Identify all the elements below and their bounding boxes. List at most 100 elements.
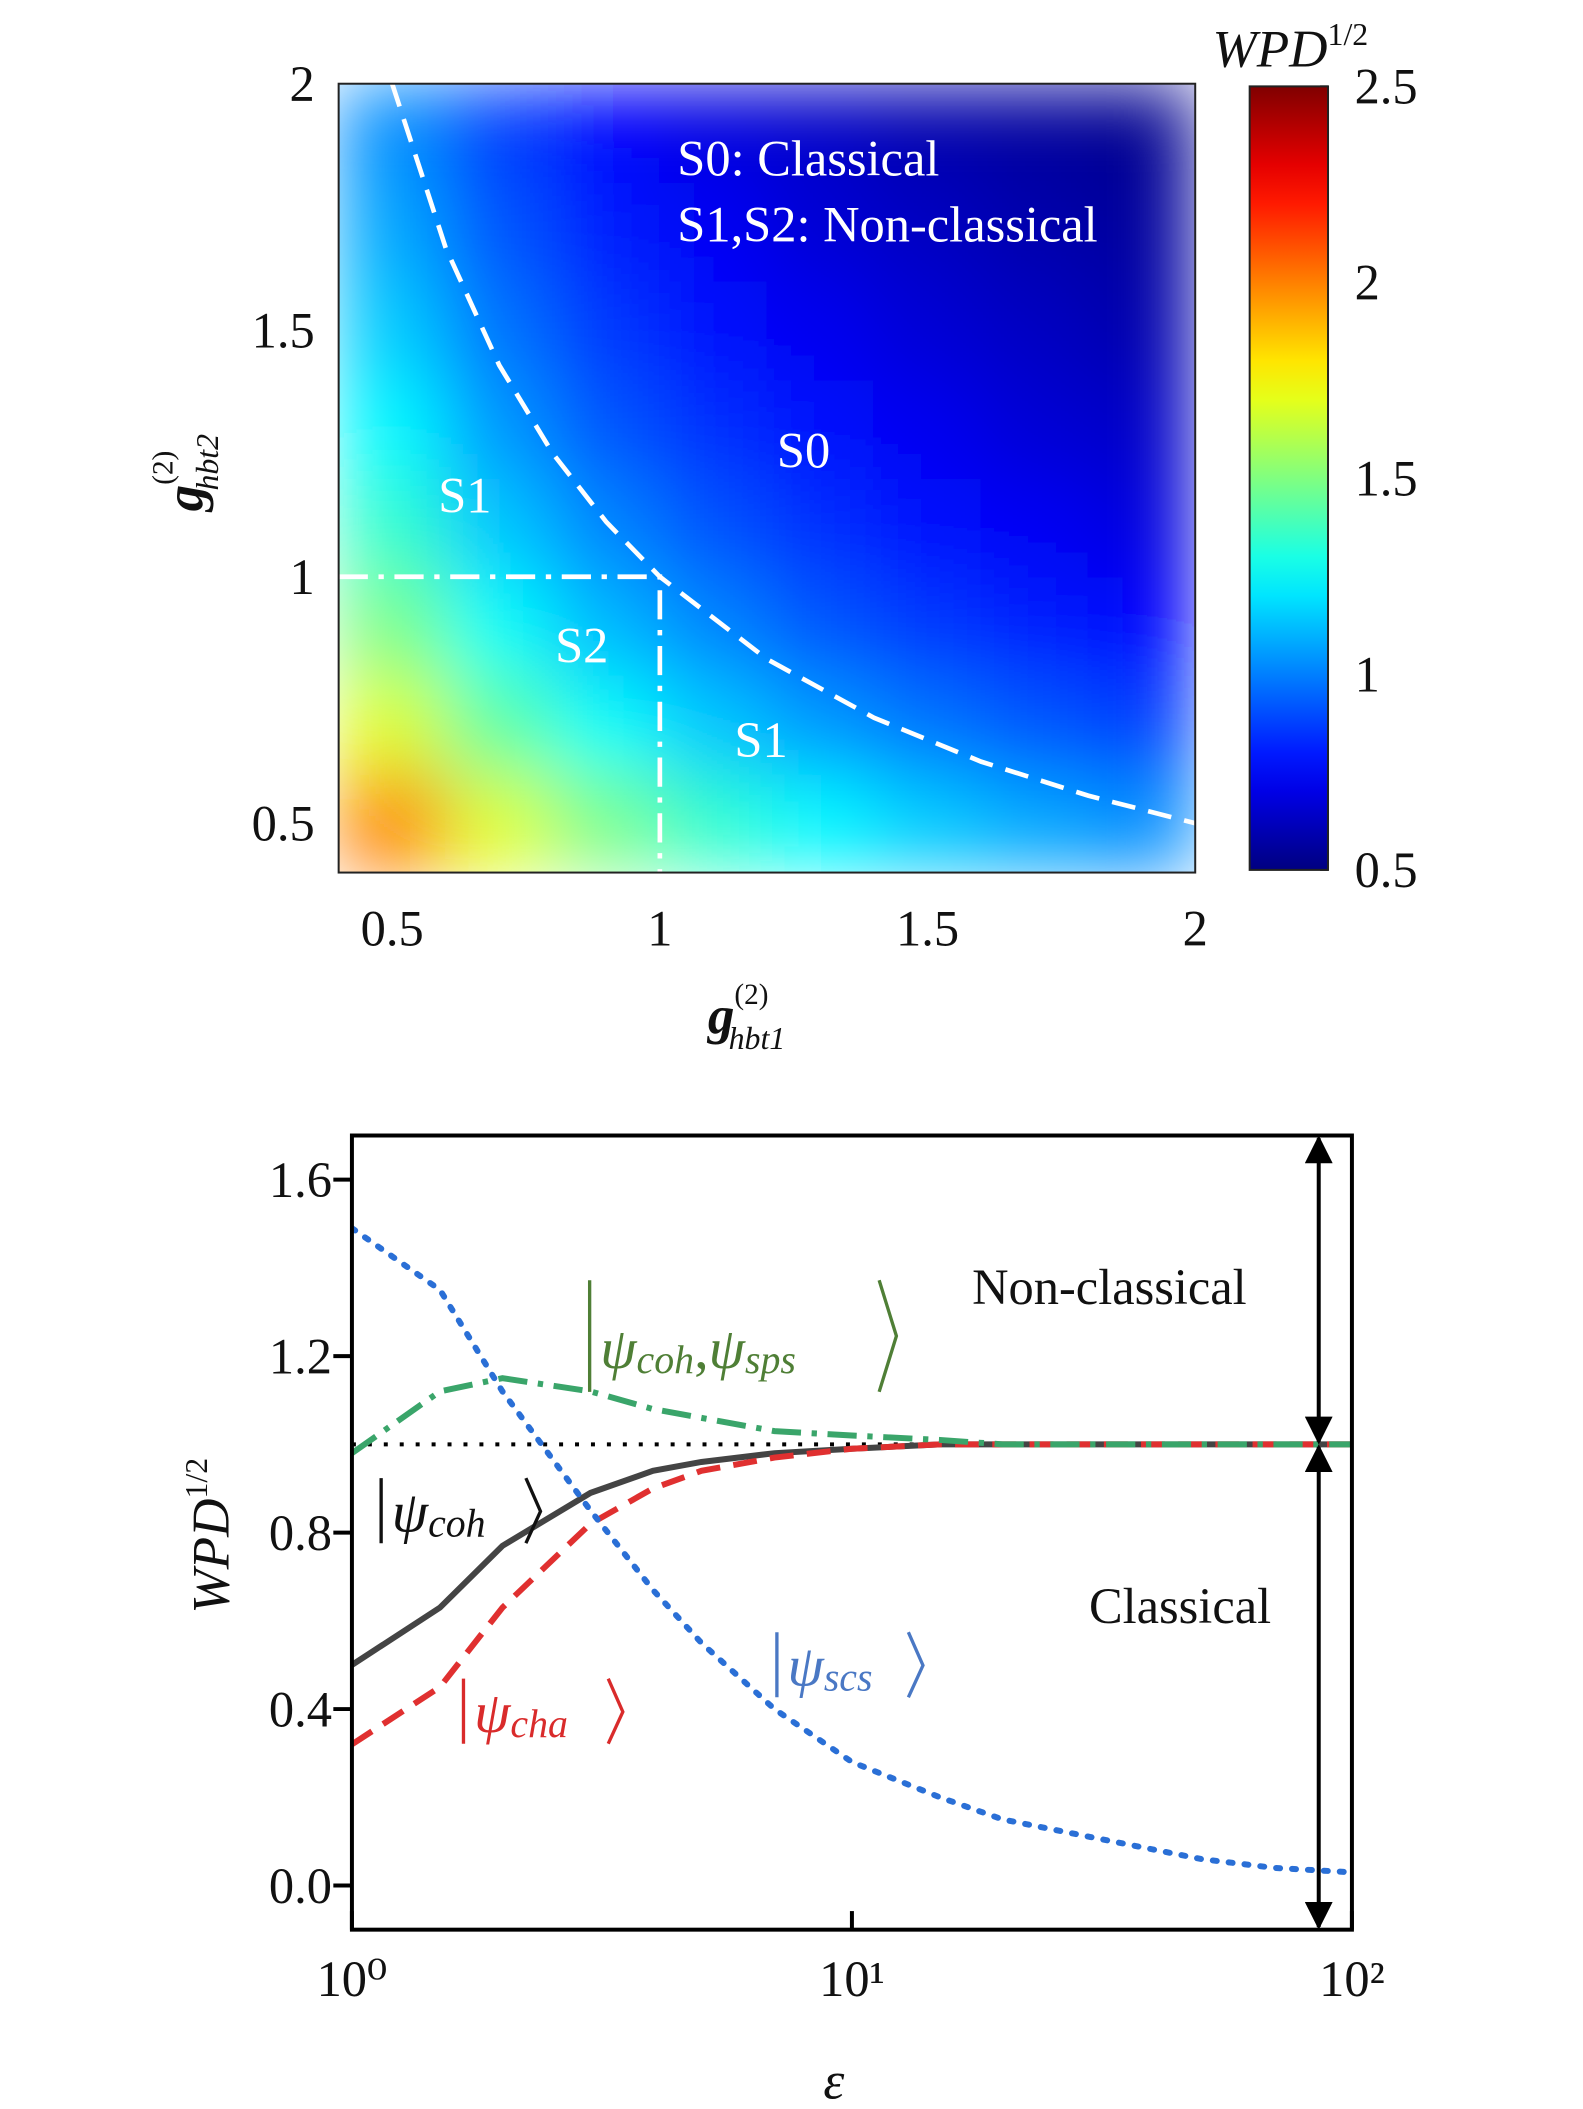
x-axis-label: g(2) hbt1 xyxy=(707,979,785,1056)
heatmap-plot xyxy=(338,83,1196,873)
heatmap-cell xyxy=(552,181,661,282)
boundary-line xyxy=(338,574,663,873)
series-symbol: ψ xyxy=(788,1633,826,1698)
x-tick-label: 10² xyxy=(1319,1951,1385,2007)
x-label-base: g xyxy=(707,987,735,1045)
heatmap-cell xyxy=(338,773,447,873)
heatmap-cell xyxy=(980,674,1089,775)
series-label: ψcha xyxy=(461,1678,625,1746)
heatmap-cell xyxy=(1087,773,1196,873)
heatmap-cell xyxy=(1087,576,1196,677)
svg-text:ψcoh,ψsps: ψcoh,ψsps xyxy=(600,1316,796,1382)
series-subscript: coh xyxy=(637,1337,695,1382)
heatmap-cell xyxy=(873,477,982,578)
heatmap-cell xyxy=(980,773,1089,873)
y-tick-label: 1.6 xyxy=(269,1152,332,1208)
series-subscript: sps xyxy=(745,1337,796,1382)
heatmap-cell xyxy=(766,477,875,578)
heatmap-cell xyxy=(445,576,554,677)
heatmap-cell xyxy=(338,378,447,479)
heatmap-cell xyxy=(766,83,875,183)
heatmap-cells xyxy=(338,83,1196,873)
x-tick-label: 10¹ xyxy=(819,1951,885,2007)
heatmap-cell xyxy=(338,280,447,381)
svg-text:ψscs: ψscs xyxy=(788,1633,873,1699)
heatmap-cell xyxy=(659,674,768,775)
series-symbol: ψ xyxy=(474,1680,512,1745)
heatmap-cell xyxy=(1087,378,1196,479)
annotation: S1,S2: Non-classical xyxy=(677,197,1097,253)
y-label-sup: 1/2 xyxy=(179,1458,214,1499)
svg-text:ψcoh: ψcoh xyxy=(392,1479,486,1545)
heatmap-cell xyxy=(980,477,1089,578)
y-tick-label: 1.2 xyxy=(269,1328,332,1384)
heatmap-cell xyxy=(1087,280,1196,381)
series-label: ψcoh,ψsps xyxy=(587,1279,899,1393)
x-label: ε xyxy=(823,2052,844,2109)
series-subscript: coh xyxy=(428,1501,486,1546)
heatmap-cell xyxy=(1087,181,1196,282)
heatmap-cell xyxy=(338,674,447,775)
series-symbol: ψ xyxy=(600,1316,638,1381)
heatmap-cell xyxy=(1087,477,1196,578)
colorbar-label-sup: 1/2 xyxy=(1328,17,1369,52)
colorbar-tick-label: 0.5 xyxy=(1355,842,1418,898)
series-symbol: ψ xyxy=(709,1316,747,1381)
plot-frame xyxy=(349,1133,1354,1932)
heatmap-cell xyxy=(873,181,982,282)
heatmap-cell xyxy=(873,674,982,775)
heatmap-cell xyxy=(338,83,447,183)
heatmap-cell xyxy=(873,378,982,479)
annotation: S0: Classical xyxy=(677,130,939,186)
y-tick-label: 1 xyxy=(290,549,315,605)
heatmap-cell xyxy=(659,773,768,873)
heatmap-cell xyxy=(766,378,875,479)
colorbar-tick-label: 1 xyxy=(1355,646,1380,702)
heatmap-cell xyxy=(445,83,554,183)
heatmap-cell xyxy=(766,181,875,282)
heatmap-cell xyxy=(659,576,768,677)
x-tick-label: 10⁰ xyxy=(317,1951,388,2007)
heatmap-cell xyxy=(659,181,768,282)
y-label-base: WPD xyxy=(182,1499,240,1614)
colorbar xyxy=(1248,85,1330,871)
heatmap-cell xyxy=(659,477,768,578)
heatmap-cell xyxy=(552,576,661,677)
heatmap-cell xyxy=(766,576,875,677)
heatmap-cell xyxy=(980,576,1089,677)
heatmap-cell xyxy=(445,674,554,775)
heatmap-cell xyxy=(873,773,982,873)
y-axis-label: g(2) hbt2 xyxy=(148,434,225,512)
y-tick-label: 0.5 xyxy=(252,796,315,852)
heatmap-cell xyxy=(873,280,982,381)
colorbar-tick-label: 2.5 xyxy=(1355,59,1418,115)
y-tick-label: 0.4 xyxy=(269,1681,332,1737)
colorbar-label-base: WPD xyxy=(1212,20,1327,78)
series-symbol: ψ xyxy=(392,1479,430,1544)
region-label: S1 xyxy=(438,468,491,524)
y-tick-label: 2 xyxy=(290,56,315,112)
heatmap-cell xyxy=(873,83,982,183)
heatmap-cell xyxy=(552,280,661,381)
x-tick-label: 1.5 xyxy=(896,901,959,957)
series-separator: , xyxy=(694,1316,709,1381)
heatmap-cell xyxy=(766,280,875,381)
svg-text:ψcha: ψcha xyxy=(474,1680,568,1746)
y-tick-label: 0.8 xyxy=(269,1505,332,1561)
x-tick-label: 2 xyxy=(1183,901,1208,957)
plot-frame xyxy=(337,82,1197,874)
heatmap-cell xyxy=(552,378,661,479)
chart-2-axes: 10⁰ 10¹ 10² 0.0 0.4 0.8 1.2 1.6 xyxy=(269,1135,1385,2007)
y-label-base: g xyxy=(156,485,214,513)
series-subscript: scs xyxy=(824,1655,873,1700)
heatmap-cell xyxy=(873,576,982,677)
y-tick-label: 0.0 xyxy=(269,1858,332,1914)
heatmap-cell xyxy=(659,280,768,381)
heatmap-cell xyxy=(552,477,661,578)
heatmap-cell xyxy=(552,773,661,873)
series-label: ψcoh xyxy=(379,1477,543,1546)
region-label: S0 xyxy=(777,423,830,479)
heatmap-cell xyxy=(1087,674,1196,775)
x-label-sup: (2) xyxy=(734,979,768,1011)
